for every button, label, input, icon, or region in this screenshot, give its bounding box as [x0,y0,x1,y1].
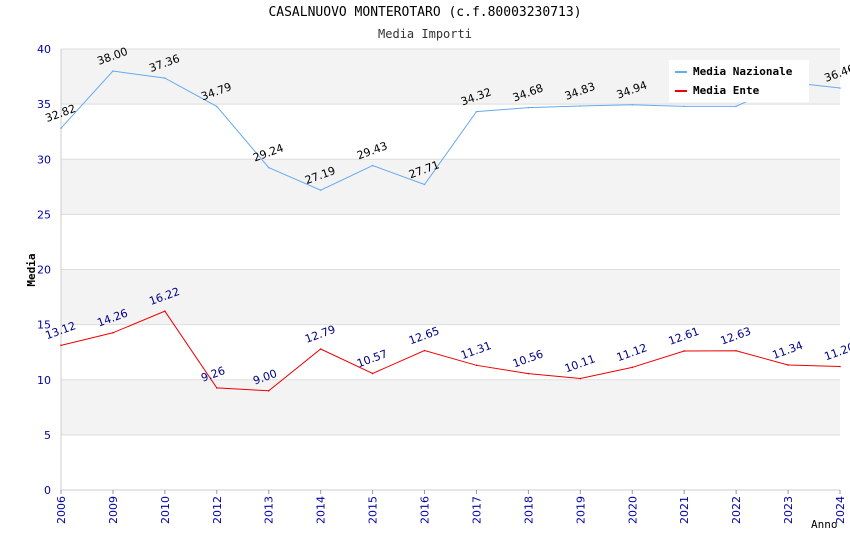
y-tick-label: 0 [44,484,51,497]
x-tick-label: 2022 [730,496,743,524]
chart-title: CASALNUOVO MONTEROTARO (c.f.80003230713) [268,5,582,20]
legend-swatch-series-1 [675,90,687,92]
data-point [527,106,530,109]
data-point [371,372,374,375]
x-tick-label: 2020 [626,496,639,524]
x-tick-label: 2017 [470,496,483,524]
x-tick-label: 2024 [834,496,847,524]
x-tick-label: 2013 [263,496,276,524]
data-point [371,164,374,167]
y-tick-label: 40 [37,43,51,56]
data-point [839,365,841,368]
x-axis-title: Anno [811,518,838,531]
series-line-1 [60,310,841,392]
data-point [216,105,218,108]
legend-label-series-0: Media Nazionale [693,65,793,78]
data-point [839,87,841,89]
data-point [423,349,426,352]
y-tick-label: 15 [37,319,51,332]
y-tick-label: 10 [37,374,51,387]
x-tick-label: 2023 [782,496,795,524]
x-tick-label: 2010 [159,496,172,524]
data-point [112,70,114,72]
data-point [60,344,62,347]
data-point [319,348,322,350]
legend-item-series-0: Media Nazionale [675,65,792,78]
y-tick-label: 5 [44,429,51,442]
grid-band [61,104,840,160]
legend-item-series-1: Media Ente [675,84,759,97]
legend-swatch-series-0 [675,71,687,73]
legend: Media Nazionale Media Ente [669,60,809,102]
data-point [164,310,166,312]
grid-band [61,214,840,270]
data-point [631,366,634,369]
data-point [164,77,166,79]
data-point [267,166,270,169]
grid-band [61,379,840,435]
x-tick-label: 2018 [522,496,535,524]
data-point [112,331,114,334]
x-tick-label: 2016 [419,496,432,524]
data-point [683,350,685,352]
data-point [60,127,62,129]
data-point [579,377,582,380]
data-point [319,189,322,192]
chart-subtitle: Media Importi [378,27,472,41]
data-point [475,364,478,367]
data-point [787,364,789,366]
data-point [267,389,270,392]
data-point [683,105,685,108]
x-tick-label: 2006 [55,496,68,524]
data-point [475,110,478,113]
x-tick-label: 2012 [211,496,224,524]
x-tick-label: 2021 [678,496,691,524]
y-axis-title: Media [25,253,38,286]
y-tick-label: 35 [37,98,51,111]
x-tick-label: 2009 [107,496,120,524]
grid-band [61,159,840,215]
data-point [527,372,530,375]
x-tick-label: 2015 [367,496,380,524]
data-point [631,103,634,106]
x-tick-label: 2014 [315,496,328,524]
y-tick-label: 20 [37,264,51,277]
grid-band [61,324,840,380]
x-tick-label: 2019 [574,496,587,524]
y-tick-label: 30 [37,153,51,166]
series-line-0 [60,70,841,191]
y-tick-label: 25 [37,208,51,221]
data-point [216,387,218,389]
data-point [735,349,737,352]
data-point [579,105,582,107]
data-point [735,105,737,108]
data-point [423,183,426,186]
grid-band [61,269,840,325]
legend-label-series-1: Media Ente [693,84,760,97]
grid-band [61,434,840,490]
